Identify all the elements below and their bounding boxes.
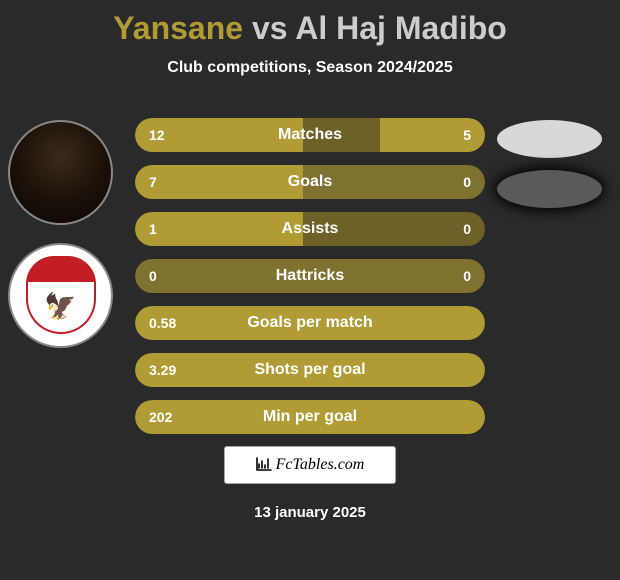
stat-row-goals-per-match: 0.58Goals per match <box>135 306 485 340</box>
subtitle: Club competitions, Season 2024/2025 <box>0 59 620 77</box>
player2-name: Al Haj Madibo <box>295 10 507 46</box>
player1-name: Yansane <box>113 10 243 46</box>
stat-row-goals: 7Goals0 <box>135 165 485 199</box>
fctables-text: FcTables.com <box>276 456 365 474</box>
stat-row-shots-per-goal: 3.29Shots per goal <box>135 353 485 387</box>
stat-row-hattricks: 0Hattricks0 <box>135 259 485 293</box>
stat-label: Goals per match <box>135 314 485 332</box>
comparison-title: Yansane vs Al Haj Madibo <box>0 0 620 47</box>
player1-avatar <box>8 120 113 225</box>
chart-icon <box>256 457 272 474</box>
stat-row-min-per-goal: 202Min per goal <box>135 400 485 434</box>
stat-label: Assists <box>135 220 485 238</box>
eagle-icon: 🦅 <box>44 291 76 322</box>
stat-label: Min per goal <box>135 408 485 426</box>
stat-label: Goals <box>135 173 485 191</box>
stat-right-value: 0 <box>463 268 471 284</box>
stat-label: Hattricks <box>135 267 485 285</box>
side-ovals-column <box>497 120 602 220</box>
stat-row-matches: 12Matches5 <box>135 118 485 152</box>
stat-label: Shots per goal <box>135 361 485 379</box>
side-oval-2 <box>497 170 602 208</box>
fctables-logo[interactable]: FcTables.com <box>224 446 396 484</box>
stat-row-assists: 1Assists0 <box>135 212 485 246</box>
crest-shape: 🦅 <box>21 256 101 336</box>
avatars-column: 🦅 <box>8 120 113 366</box>
stat-right-value: 0 <box>463 221 471 237</box>
stat-label: Matches <box>135 126 485 144</box>
player2-club-crest: 🦅 <box>8 243 113 348</box>
stat-right-value: 0 <box>463 174 471 190</box>
date-stamp: 13 january 2025 <box>0 504 620 521</box>
vs-label: vs <box>252 10 288 46</box>
stats-rows: 12Matches57Goals01Assists00Hattricks00.5… <box>135 118 485 447</box>
stat-right-value: 5 <box>463 127 471 143</box>
side-oval-1 <box>497 120 602 158</box>
